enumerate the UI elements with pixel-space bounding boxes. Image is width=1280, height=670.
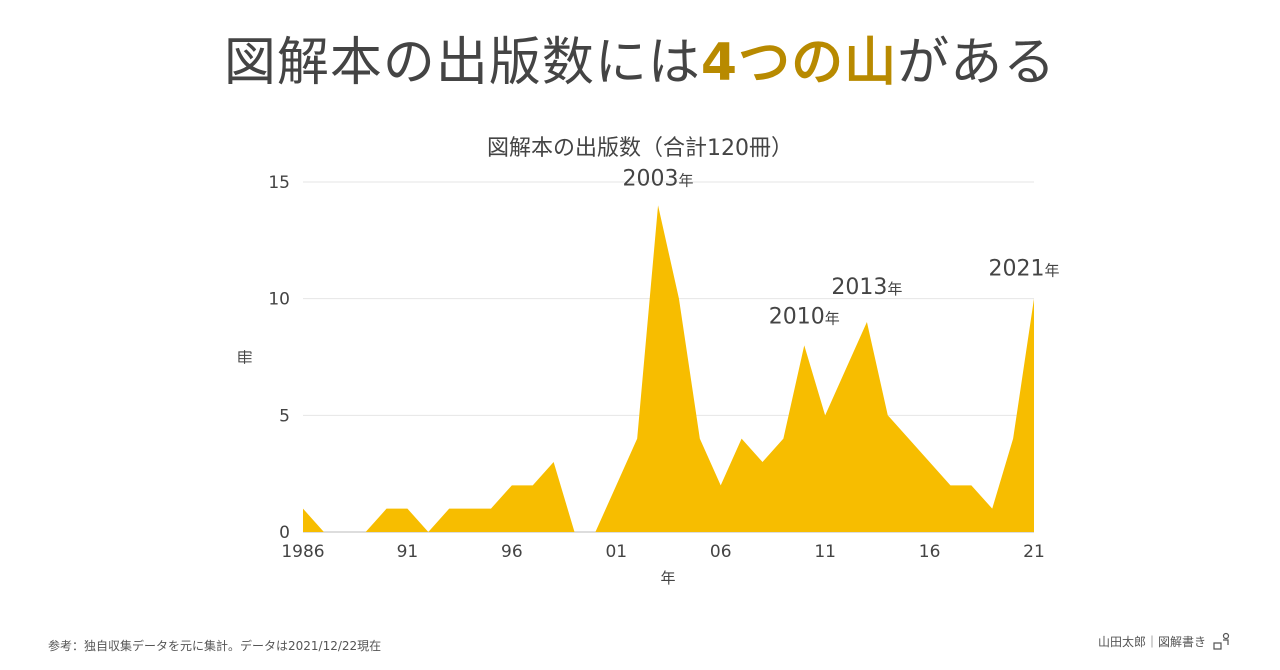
source-note: 参考：独自収集データを元に集計。データは2021/12/22現在 bbox=[48, 639, 382, 653]
credit-text: 山田太郎｜図解書き bbox=[1097, 634, 1206, 649]
x-axis-ticks: 1986 91 96 01 06 11 16 21 bbox=[281, 542, 1044, 562]
peak-label: 2003年 bbox=[623, 166, 694, 191]
page-title: 図解本の出版数には4つの山がある bbox=[0, 20, 1280, 95]
area-fill bbox=[303, 205, 1034, 533]
x-tick-label: 96 bbox=[501, 542, 523, 562]
x-axis-label: 年 bbox=[660, 569, 675, 587]
x-tick-label: 91 bbox=[397, 542, 419, 562]
x-tick-label: 11 bbox=[814, 542, 836, 562]
title-part-2: がある bbox=[897, 33, 1057, 93]
y-axis-label: 冊 bbox=[236, 349, 254, 364]
chart-title: 図解本の出版数（合計120冊） bbox=[487, 136, 793, 161]
y-tick-label: 10 bbox=[268, 290, 290, 310]
peak-label: 2010年 bbox=[769, 304, 840, 329]
credit: 山田太郎｜図解書き bbox=[1098, 632, 1232, 650]
x-tick-label: 16 bbox=[919, 542, 941, 562]
peak-label: 2021年 bbox=[988, 257, 1059, 282]
x-tick-label: 01 bbox=[605, 542, 627, 562]
y-axis-ticks: 0 5 10 15 bbox=[268, 173, 290, 543]
x-tick-label: 21 bbox=[1023, 542, 1045, 562]
y-tick-label: 0 bbox=[279, 523, 290, 543]
y-tick-label: 15 bbox=[268, 173, 290, 193]
area-series bbox=[303, 205, 1034, 533]
peak-annotations: 2003年 2010年 2013年 2021年 bbox=[623, 166, 1060, 329]
x-tick-label: 1986 bbox=[281, 542, 324, 562]
y-tick-label: 5 bbox=[279, 406, 290, 426]
title-accent: 4つの山 bbox=[700, 33, 898, 93]
author-illustration-icon bbox=[1213, 632, 1230, 650]
title-part-1: 図解本の出版数には bbox=[223, 33, 701, 93]
x-tick-label: 06 bbox=[710, 542, 732, 562]
peak-label: 2013年 bbox=[831, 275, 902, 300]
